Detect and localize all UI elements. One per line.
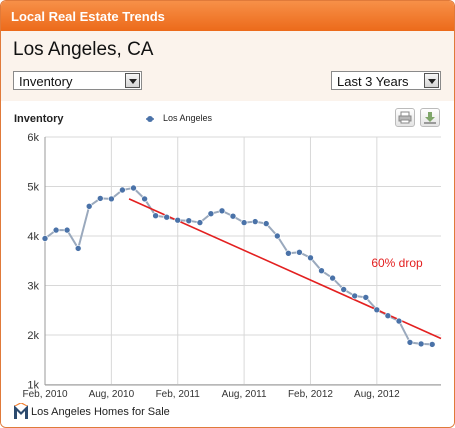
x-tick-label: Aug, 2011 <box>222 389 267 400</box>
data-point <box>296 249 303 256</box>
data-point <box>373 306 381 314</box>
range-select-value: Last 3 Years <box>337 74 409 89</box>
data-point <box>340 286 348 293</box>
data-point <box>417 340 425 348</box>
widget-header: Local Real Estate Trends <box>1 1 454 31</box>
annotation-label: 60% drop <box>371 256 423 270</box>
data-point <box>141 195 148 203</box>
y-tick-label: 4k <box>27 231 39 243</box>
data-point <box>207 210 215 217</box>
data-point <box>406 339 414 346</box>
chart-title: Inventory <box>14 113 64 125</box>
data-point <box>152 212 159 219</box>
range-select[interactable]: Last 3 Years <box>331 71 441 90</box>
data-point <box>52 226 60 234</box>
data-point <box>119 186 126 194</box>
data-point <box>307 254 314 262</box>
data-point <box>351 292 359 300</box>
data-point <box>229 212 237 220</box>
m-logo-icon <box>14 403 28 419</box>
data-point <box>251 218 259 225</box>
chevron-down-icon[interactable] <box>424 73 439 88</box>
data-point <box>428 341 436 348</box>
data-point <box>395 317 403 325</box>
y-tick-label: 5k <box>27 182 39 194</box>
x-tick-label: Aug, 2010 <box>89 389 135 400</box>
data-point <box>97 195 104 202</box>
data-point <box>74 245 82 252</box>
data-point <box>285 250 292 257</box>
widget-title: Local Real Estate Trends <box>11 9 165 24</box>
y-tick-label: 3k <box>27 281 39 293</box>
data-point <box>130 184 137 192</box>
data-point <box>185 217 193 224</box>
data-point <box>108 195 115 203</box>
x-tick-label: Feb, 2010 <box>22 389 67 400</box>
data-point <box>384 312 392 319</box>
printer-icon <box>398 111 412 124</box>
data-point <box>63 226 71 234</box>
y-tick-label: 2k <box>27 330 39 342</box>
legend-label: Los Angeles <box>163 113 213 123</box>
data-point <box>329 274 336 282</box>
data-point <box>85 203 93 210</box>
data-point <box>41 235 49 242</box>
data-point <box>196 219 204 226</box>
download-button[interactable] <box>420 108 440 127</box>
print-button[interactable] <box>395 108 415 127</box>
data-point <box>163 213 170 221</box>
y-tick-label: 1k <box>27 380 39 392</box>
y-tick-label: 6k <box>27 132 39 144</box>
data-point <box>273 232 281 240</box>
download-icon <box>424 112 436 124</box>
metric-select-value: Inventory <box>19 74 73 89</box>
x-tick-label: Feb, 2011 <box>156 389 201 400</box>
data-point <box>318 267 325 274</box>
data-point <box>240 219 248 226</box>
legend-marker <box>146 116 154 122</box>
data-point <box>362 294 370 301</box>
data-point <box>262 220 270 227</box>
data-point <box>218 207 226 215</box>
footer-link-text[interactable]: Los Angeles Homes for Sale <box>31 406 170 418</box>
chevron-down-icon[interactable] <box>125 73 140 88</box>
data-point <box>174 216 181 224</box>
location-title: Los Angeles, CA <box>13 39 154 60</box>
x-tick-label: Feb, 2012 <box>288 389 333 400</box>
inventory-line-chart: 1k 2k 3k 4k 5k 6k Feb, 2010 Aug, 2010 Feb, 2011 A… <box>22 132 442 400</box>
x-tick-label: Aug, 2012 <box>354 389 400 400</box>
metric-select[interactable]: Inventory <box>13 71 142 90</box>
